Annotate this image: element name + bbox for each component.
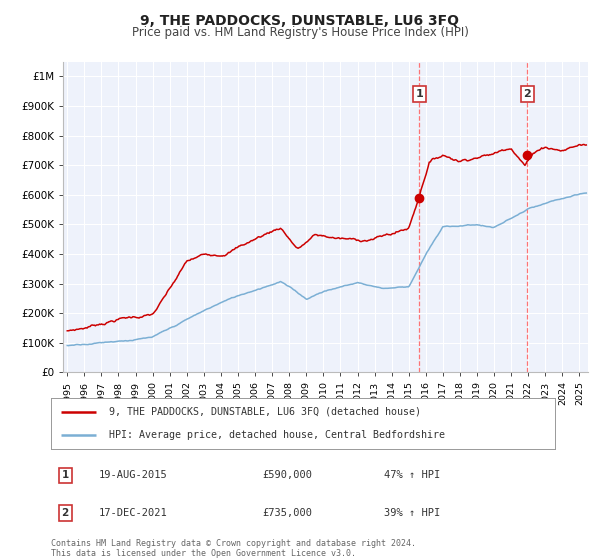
Text: HPI: Average price, detached house, Central Bedfordshire: HPI: Average price, detached house, Cent…: [109, 430, 445, 440]
Text: 9, THE PADDOCKS, DUNSTABLE, LU6 3FQ: 9, THE PADDOCKS, DUNSTABLE, LU6 3FQ: [140, 14, 460, 28]
Text: 2: 2: [61, 508, 69, 518]
Text: 17-DEC-2021: 17-DEC-2021: [99, 508, 167, 518]
Text: £735,000: £735,000: [263, 508, 313, 518]
Text: 1: 1: [61, 470, 69, 480]
Text: 47% ↑ HPI: 47% ↑ HPI: [383, 470, 440, 480]
Text: 19-AUG-2015: 19-AUG-2015: [99, 470, 167, 480]
Text: 9, THE PADDOCKS, DUNSTABLE, LU6 3FQ (detached house): 9, THE PADDOCKS, DUNSTABLE, LU6 3FQ (det…: [109, 407, 421, 417]
Text: Contains HM Land Registry data © Crown copyright and database right 2024.: Contains HM Land Registry data © Crown c…: [51, 539, 416, 548]
Text: 39% ↑ HPI: 39% ↑ HPI: [383, 508, 440, 518]
Text: 2: 2: [524, 89, 532, 99]
Text: 1: 1: [416, 89, 424, 99]
Text: Price paid vs. HM Land Registry's House Price Index (HPI): Price paid vs. HM Land Registry's House …: [131, 26, 469, 39]
Text: £590,000: £590,000: [263, 470, 313, 480]
Text: This data is licensed under the Open Government Licence v3.0.: This data is licensed under the Open Gov…: [51, 549, 356, 558]
